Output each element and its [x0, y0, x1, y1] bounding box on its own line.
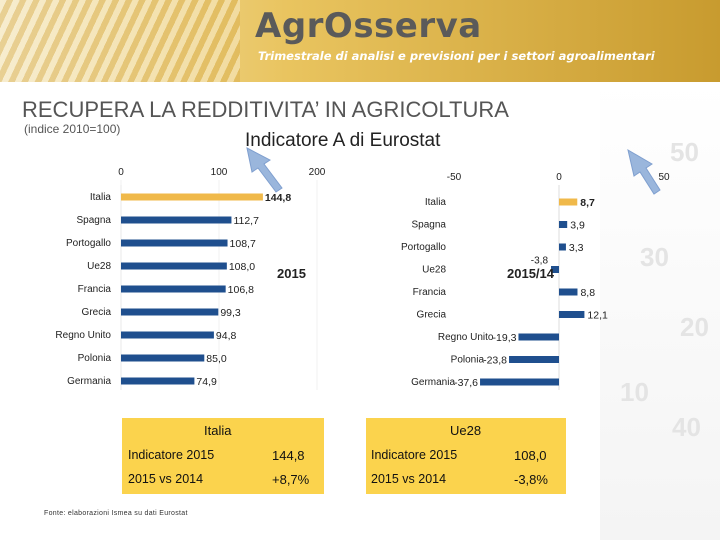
category-label: Germania	[67, 376, 111, 387]
chart-year-label: 2015	[277, 266, 306, 281]
bar	[559, 311, 585, 318]
tick-label: -50	[447, 172, 462, 183]
background-number: 50	[670, 137, 699, 167]
data-label: 108,0	[229, 261, 255, 273]
bar	[559, 243, 566, 251]
wheat-image	[0, 0, 240, 82]
tick-label: 0	[556, 172, 562, 183]
category-label: Polonia	[451, 355, 485, 366]
page-title: RECUPERA LA REDDITIVITA’ IN AGRICOLTURA	[22, 97, 509, 122]
bar	[121, 216, 232, 224]
bar	[518, 333, 559, 341]
ue28-row-label: 2015 vs 2014	[371, 472, 447, 486]
category-label: Regno Unito	[438, 332, 494, 343]
data-label: 108,7	[230, 238, 256, 250]
category-label: Regno Unito	[55, 330, 111, 341]
bar	[559, 221, 568, 228]
background-number: 30	[640, 242, 669, 272]
ue28-table-title: Ue28	[450, 423, 482, 438]
background-number: 20	[680, 312, 709, 342]
bar	[121, 354, 205, 362]
data-label: 3,3	[569, 242, 584, 254]
source-note: Fonte: elaborazioni Ismea su dati Eurost…	[44, 510, 188, 517]
data-label: 74,9	[196, 376, 217, 388]
bar	[121, 377, 195, 385]
bar	[121, 308, 219, 316]
data-label: -3,8	[531, 256, 549, 267]
italia-row-value: 144,8	[272, 448, 305, 463]
tick-label: 50	[658, 172, 670, 183]
data-label: -23,8	[483, 355, 507, 367]
category-label: Germania	[411, 377, 455, 388]
tick-label: 200	[309, 167, 326, 178]
category-label: Spagna	[412, 220, 447, 231]
header-banner: AgrOsserva Trimestrale di analisi e prev…	[0, 0, 720, 82]
category-label: Italia	[425, 197, 447, 208]
ue28-row-label: Indicatore 2015	[371, 448, 458, 462]
category-label: Ue28	[87, 261, 111, 272]
ue28-summary-table: Ue28 Indicatore 2015 108,0 2015 vs 2014 …	[366, 418, 566, 494]
bar	[121, 193, 263, 201]
bar	[121, 239, 228, 247]
category-label: Italia	[90, 192, 112, 203]
background-number: 40	[672, 412, 701, 442]
category-label: Polonia	[78, 353, 112, 364]
italia-table-title: Italia	[204, 423, 232, 438]
italia-row-value: +8,7%	[272, 472, 310, 487]
data-label: -37,6	[454, 377, 478, 389]
data-label: 3,9	[570, 220, 585, 232]
brand-logo: AgrOsserva	[255, 6, 482, 46]
bar	[480, 378, 559, 386]
background-number: 10	[620, 377, 649, 407]
data-label: 85,0	[206, 353, 227, 365]
data-label: 144,8	[265, 192, 291, 204]
arrow-icon	[246, 147, 283, 193]
italia-row-label: Indicatore 2015	[128, 448, 215, 462]
bar	[559, 198, 578, 206]
category-label: Portogallo	[401, 242, 446, 253]
data-label: -19,3	[493, 332, 517, 344]
category-label: Ue28	[422, 265, 446, 276]
category-label: Francia	[78, 284, 112, 295]
category-label: Francia	[413, 287, 447, 298]
arrow-icon	[627, 148, 661, 195]
ue28-row-value: -3,8%	[514, 472, 548, 487]
data-label: 94,8	[216, 330, 237, 342]
bar	[509, 356, 559, 363]
category-label: Grecia	[417, 310, 447, 321]
italia-row-label: 2015 vs 2014	[128, 472, 204, 486]
italia-summary-table: Italia Indicatore 2015 144,8 2015 vs 201…	[122, 418, 324, 494]
data-label: 8,7	[580, 197, 595, 209]
category-label: Spagna	[77, 215, 112, 226]
bar	[559, 288, 578, 296]
brand-tagline: Trimestrale di analisi e previsioni per …	[258, 49, 655, 63]
ue28-row-value: 108,0	[514, 448, 547, 463]
chart-year-label: 2015/14	[507, 266, 555, 281]
data-label: 106,8	[228, 284, 254, 296]
data-label: 8,8	[580, 287, 595, 299]
bar	[121, 285, 226, 293]
bar	[121, 262, 227, 270]
bar	[121, 331, 214, 339]
bar	[551, 266, 559, 273]
background-decoration: 50 40 30 20 10	[600, 82, 720, 540]
data-label: 112,7	[233, 215, 259, 227]
category-label: Portogallo	[66, 238, 111, 249]
tick-label: 100	[211, 167, 228, 178]
category-label: Grecia	[82, 307, 112, 318]
chart-title: Indicatore A di Eurostat	[245, 130, 441, 151]
data-label: 99,3	[220, 307, 241, 319]
tick-label: 0	[118, 167, 124, 178]
page-subtitle: (indice 2010=100)	[24, 122, 121, 136]
data-label: 12,1	[587, 310, 608, 322]
